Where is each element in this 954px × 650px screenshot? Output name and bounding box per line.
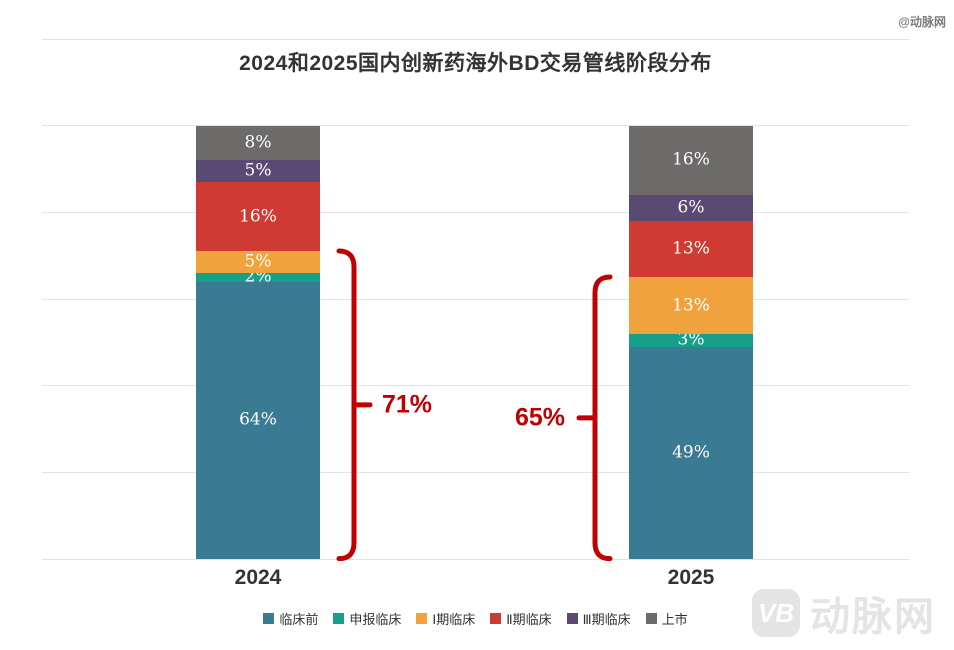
gridline bbox=[42, 125, 909, 127]
legend-label: Ⅲ期临床 bbox=[582, 612, 631, 627]
bar-segment-value: 3% bbox=[677, 329, 705, 350]
legend-item-临床前: 临床前 bbox=[263, 609, 318, 628]
legend-label: 申报临床 bbox=[349, 612, 402, 627]
bar-segment-2024-临床前: 64% bbox=[196, 281, 320, 559]
bar-segment-2025-Ⅱ期临床: 13% bbox=[629, 221, 753, 278]
bar-segment-2025-上市: 16% bbox=[629, 125, 753, 195]
legend-swatch-icon bbox=[263, 613, 275, 624]
x-axis-label-2024: 2024 bbox=[234, 566, 282, 589]
bar-segment-2025-申报临床: 3% bbox=[629, 329, 753, 350]
gridline bbox=[42, 298, 909, 300]
legend-swatch-icon bbox=[333, 613, 345, 624]
bar-segment-2024-申报临床: 2% bbox=[196, 268, 320, 285]
brace-2025 bbox=[576, 274, 613, 562]
bar-segment-2025-Ⅰ期临床: 13% bbox=[629, 277, 753, 334]
brand-name: 动脉网 bbox=[810, 595, 936, 639]
gridline bbox=[42, 211, 909, 213]
bar-segment-value: 64% bbox=[239, 409, 277, 430]
brand-watermark: VB 动脉网 bbox=[752, 584, 936, 642]
legend-label: Ⅰ期临床 bbox=[432, 612, 476, 627]
gridline bbox=[42, 38, 909, 40]
gridline bbox=[42, 558, 909, 560]
legend-item-申报临床: 申报临床 bbox=[333, 609, 401, 628]
bar-segment-2025-临床前: 49% bbox=[629, 346, 753, 559]
legend-swatch-icon bbox=[490, 613, 502, 624]
legend-label: 上市 bbox=[661, 612, 688, 627]
vb-logo-icon: VB bbox=[752, 589, 800, 637]
bar-segment-value: 13% bbox=[672, 295, 710, 315]
legend-item-Ⅲ期临床: Ⅲ期临床 bbox=[566, 609, 631, 628]
top-watermark: @动脉网 bbox=[898, 15, 946, 29]
legend-item-Ⅱ期临床: Ⅱ期临床 bbox=[490, 609, 552, 628]
chart-title: 2024和2025国内创新药海外BD交易管线阶段分布 bbox=[239, 52, 712, 75]
bar-segment-value: 6% bbox=[677, 197, 705, 218]
plot-area: 64% 2% 5% 16% 5% 8% 49% 3% 13% 13% 6% 16% 71% 65% bbox=[42, 38, 909, 562]
legend: 临床前 申报临床 Ⅰ期临床 Ⅱ期临床 Ⅲ期临床 上市 bbox=[42, 609, 909, 628]
legend-swatch-icon bbox=[566, 613, 578, 624]
legend-swatch-icon bbox=[416, 613, 428, 624]
bar-segment-value: 5% bbox=[244, 160, 272, 181]
bar-segment-value: 49% bbox=[672, 442, 710, 463]
bar-segment-value: 16% bbox=[672, 149, 710, 170]
legend-item-Ⅰ期临床: Ⅰ期临床 bbox=[416, 609, 475, 628]
brace-2024 bbox=[336, 248, 373, 562]
bar-segment-2024-Ⅱ期临床: 16% bbox=[196, 182, 320, 252]
legend-item-上市: 上市 bbox=[645, 609, 688, 628]
bar-segment-value: 8% bbox=[244, 132, 272, 153]
x-axis-label-2025: 2025 bbox=[667, 566, 715, 589]
bar-segment-2024-Ⅰ期临床: 5% bbox=[196, 251, 320, 273]
legend-label: 临床前 bbox=[279, 612, 319, 627]
gridline bbox=[42, 471, 909, 473]
gridline bbox=[42, 385, 909, 387]
bar-segment-2025-Ⅲ期临床: 6% bbox=[629, 195, 753, 221]
legend-swatch-icon bbox=[645, 613, 657, 624]
bar-segment-2024-Ⅲ期临床: 5% bbox=[196, 160, 320, 182]
brace-label-2024: 71% bbox=[382, 390, 433, 419]
brace-label-2025: 65% bbox=[514, 403, 565, 432]
bar-segment-2024-上市: 8% bbox=[196, 125, 320, 161]
bar-segment-value: 13% bbox=[672, 238, 710, 259]
bar-segment-value: 5% bbox=[244, 251, 272, 272]
bar-segment-value: 16% bbox=[239, 206, 277, 227]
legend-label: Ⅱ期临床 bbox=[506, 612, 552, 627]
